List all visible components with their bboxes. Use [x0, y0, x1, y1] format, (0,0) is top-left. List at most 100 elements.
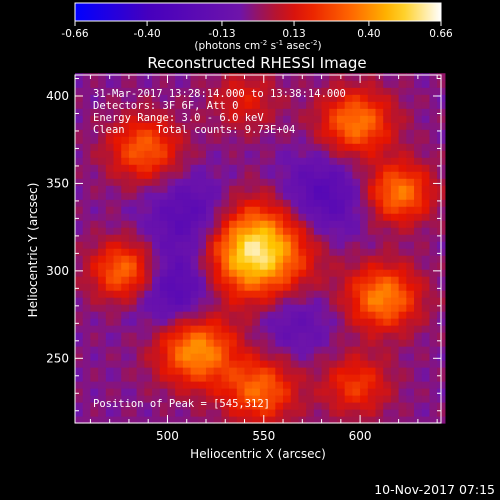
heatmap-cell	[429, 339, 438, 347]
heatmap-cell	[283, 164, 292, 172]
heatmap-cell	[213, 164, 222, 172]
heatmap-cell	[121, 360, 130, 368]
heatmap-cell	[105, 234, 115, 242]
heatmap-cell	[313, 185, 323, 193]
heatmap-cell	[113, 241, 122, 249]
heatmap-cell	[298, 290, 307, 298]
heatmap-cell	[344, 101, 353, 109]
heatmap-cell	[144, 80, 153, 88]
heatmap-cell	[90, 157, 99, 165]
heatmap-cell	[190, 297, 199, 305]
heatmap-cell	[336, 339, 346, 347]
heatmap-cell	[229, 108, 238, 116]
heatmap-cell	[259, 304, 269, 312]
heatmap-cell	[236, 192, 246, 200]
heatmap-cell	[213, 416, 222, 424]
heatmap-cell	[221, 395, 230, 403]
heatmap-cell	[298, 143, 307, 151]
heatmap-cell	[167, 122, 176, 130]
heatmap-cell	[252, 129, 261, 137]
heatmap-cell	[406, 248, 415, 256]
heatmap-cell	[383, 171, 392, 179]
heatmap-cell	[121, 381, 130, 389]
heatmap-cell	[244, 122, 253, 130]
heatmap-cell	[321, 80, 330, 88]
heatmap-cell	[144, 206, 153, 214]
heatmap-cell	[136, 87, 145, 95]
heatmap-cell	[283, 339, 292, 347]
heatmap-cell	[259, 325, 269, 333]
colorbar-unit-label: (photons cm-2 s-1 asec-2)	[194, 39, 321, 52]
colorbar-tick-label: -0.66	[61, 28, 88, 40]
heatmap-cell	[152, 178, 161, 186]
heatmap-cell	[306, 73, 315, 81]
heatmap-cell	[221, 94, 230, 102]
heatmap-cell	[344, 402, 353, 410]
heatmap-cell	[344, 283, 353, 291]
heatmap-cell	[82, 360, 92, 368]
heatmap-cell	[298, 262, 307, 270]
heatmap-cell	[198, 73, 207, 81]
heatmap-cell	[275, 87, 284, 95]
heatmap-cell	[198, 290, 207, 298]
heatmap-cell	[213, 171, 222, 179]
heatmap-cell	[229, 115, 238, 123]
heatmap-cell	[175, 367, 184, 375]
heatmap-cell	[144, 87, 153, 95]
heatmap-cell	[375, 381, 384, 389]
heatmap-cell	[259, 297, 269, 305]
heatmap-cell	[360, 248, 369, 256]
heatmap-cell	[344, 80, 353, 88]
heatmap-cell	[336, 402, 346, 410]
heatmap-cell	[182, 255, 192, 263]
heatmap-cell	[90, 304, 99, 312]
heatmap-cell	[329, 332, 338, 340]
heatmap-cell	[136, 192, 145, 200]
heatmap-cell	[313, 192, 323, 200]
heatmap-cell	[205, 150, 215, 158]
heatmap-cell	[275, 157, 284, 165]
heatmap-cell	[283, 108, 292, 116]
heatmap-cell	[182, 276, 192, 284]
heatmap-cell	[344, 199, 353, 207]
heatmap-cell	[121, 290, 130, 298]
heatmap-cell	[75, 374, 84, 382]
heatmap-cell	[259, 332, 269, 340]
heatmap-cell	[259, 227, 269, 235]
heatmap-cell	[267, 311, 276, 319]
heatmap-cell	[213, 234, 222, 242]
heatmap-cell	[175, 206, 184, 214]
heatmap-cell	[259, 395, 269, 403]
heatmap-cell	[429, 269, 438, 277]
heatmap-cell	[75, 73, 84, 81]
heatmap-cell	[313, 248, 323, 256]
heatmap-cell	[244, 73, 253, 81]
heatmap-cell	[267, 73, 276, 81]
heatmap-cell	[128, 360, 138, 368]
heatmap-cell	[167, 255, 176, 263]
heatmap-cell	[90, 388, 99, 396]
heatmap-cell	[383, 248, 392, 256]
heatmap-cell	[275, 346, 284, 354]
heatmap-cell	[190, 206, 199, 214]
heatmap-cell	[321, 311, 330, 319]
heatmap-cell	[98, 290, 107, 298]
heatmap-cell	[259, 276, 269, 284]
heatmap-cell	[383, 388, 392, 396]
heatmap-cell	[252, 374, 261, 382]
heatmap-cell	[82, 381, 92, 389]
heatmap-cell	[259, 339, 269, 347]
heatmap-cell	[290, 339, 300, 347]
heatmap-cell	[190, 213, 199, 221]
heatmap-cell	[244, 395, 253, 403]
heatmap-cell	[236, 332, 246, 340]
heatmap-cell	[128, 339, 138, 347]
heatmap-cell	[244, 325, 253, 333]
heatmap-cell	[121, 73, 130, 81]
heatmap-cell	[167, 220, 176, 228]
heatmap-cell	[198, 262, 207, 270]
heatmap-cell	[275, 353, 284, 361]
heatmap-cell	[390, 192, 400, 200]
heatmap-cell	[221, 129, 230, 137]
heatmap-cell	[421, 171, 431, 179]
